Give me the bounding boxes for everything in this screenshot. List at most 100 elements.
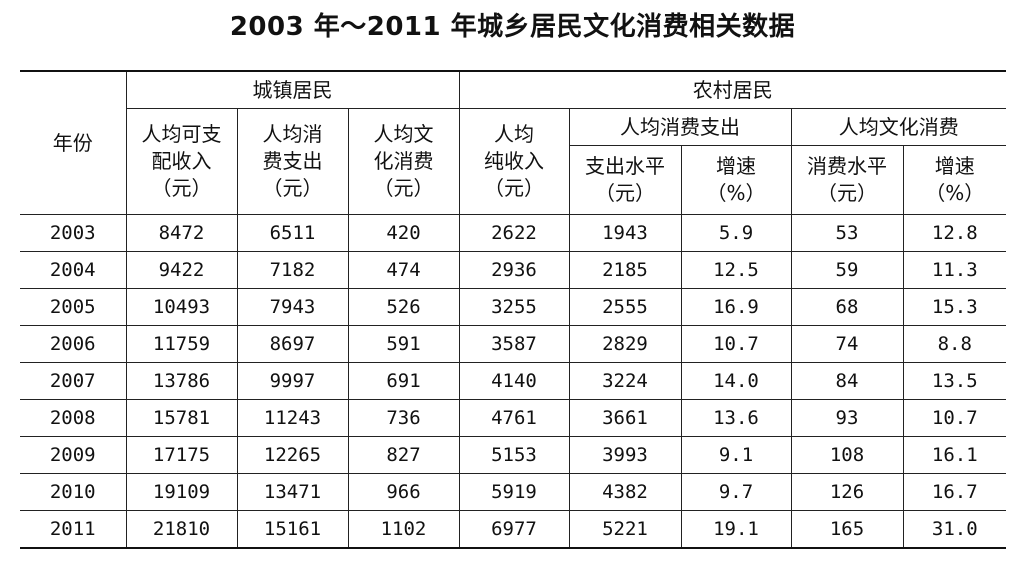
table-cell: 2185 (568, 251, 682, 289)
table-cell: 8.8 (902, 325, 1007, 363)
table-cell: 2555 (568, 288, 682, 326)
table-cell: 691 (347, 362, 460, 400)
header-rural-income: 人均 纯收入 （元） (458, 108, 570, 215)
table-cell: 474 (347, 251, 460, 289)
table-cell: 1943 (568, 214, 682, 252)
header-spend-growth: 增速 （%） (680, 145, 792, 215)
table-cell: 4140 (458, 362, 570, 400)
table-cell: 74 (790, 325, 904, 363)
table-body: 2003 8472 6511 420 2622 1943 5.9 53 12.8 2004 9422… (20, 214, 1007, 549)
table-cell: 7943 (236, 288, 349, 326)
table-cell: 2005 (20, 288, 127, 326)
header-spend-level: 支出水平 （元） (569, 145, 682, 215)
table-cell: 3993 (568, 436, 682, 474)
table-cell: 827 (347, 436, 460, 474)
header-rural: 农村居民 (458, 70, 1007, 109)
table-cell: 11.3 (902, 251, 1007, 289)
table-cell: 8472 (125, 214, 238, 252)
header-culture-level: 消费水平 （元） (790, 145, 904, 215)
data-table: 年份 城镇居民 农村居民 人均可支 配收入 （元） 人均消 费支出 （元） 人均文 化消费… (20, 70, 1007, 549)
table-cell: 420 (347, 214, 460, 252)
table-row: 2003 8472 6511 420 2622 1943 5.9 53 12.8 (20, 214, 1007, 252)
table-row: 2008 15781 11243 736 4761 3661 13.6 93 10.7 (20, 399, 1007, 437)
table-cell: 591 (347, 325, 460, 363)
table-cell: 12.5 (680, 251, 792, 289)
table-cell: 4761 (458, 399, 570, 437)
table-cell: 15161 (236, 510, 349, 549)
table-cell: 93 (790, 399, 904, 437)
table-cell: 2004 (20, 251, 127, 289)
table-cell: 13471 (236, 473, 349, 511)
table-row: 2006 11759 8697 591 3587 2829 10.7 74 8.8 (20, 325, 1007, 363)
table-cell: 10.7 (680, 325, 792, 363)
table-cell: 2008 (20, 399, 127, 437)
table-cell: 68 (790, 288, 904, 326)
table-cell: 53 (790, 214, 904, 252)
table-cell: 165 (790, 510, 904, 549)
header-year: 年份 (20, 70, 127, 215)
table-cell: 9.1 (680, 436, 792, 474)
table-cell: 3661 (568, 399, 682, 437)
header-culture-growth: 增速 （%） (902, 145, 1007, 215)
table-cell: 736 (347, 399, 460, 437)
table-cell: 12.8 (902, 214, 1007, 252)
table-cell: 3255 (458, 288, 570, 326)
table-cell: 2011 (20, 510, 127, 549)
header-row-3: 支出水平 （元） 增速 （%） 消费水平 （元） 增速 （%） (20, 145, 1007, 215)
table-cell: 11243 (236, 399, 349, 437)
table-cell: 15781 (125, 399, 238, 437)
table-cell: 2006 (20, 325, 127, 363)
table-row: 2009 17175 12265 827 5153 3993 9.1 108 16.1 (20, 436, 1007, 474)
table-cell: 13786 (125, 362, 238, 400)
table-cell: 9422 (125, 251, 238, 289)
table-cell: 11759 (125, 325, 238, 363)
table-cell: 84 (790, 362, 904, 400)
table-cell: 3587 (458, 325, 570, 363)
header-urban-income: 人均可支 配收入 （元） (126, 108, 238, 215)
table-cell: 16.9 (680, 288, 792, 326)
table-cell: 8697 (236, 325, 349, 363)
table-cell: 59 (790, 251, 904, 289)
table-cell: 5.9 (680, 214, 792, 252)
header-urban-spend: 人均消 费支出 （元） (236, 108, 349, 215)
table-cell: 6511 (236, 214, 349, 252)
table-cell: 5919 (458, 473, 570, 511)
table-cell: 12265 (236, 436, 349, 474)
table-cell: 15.3 (902, 288, 1007, 326)
table-cell: 3224 (568, 362, 682, 400)
table-cell: 6977 (458, 510, 570, 549)
header-urban: 城镇居民 (125, 70, 460, 109)
table-cell: 9.7 (680, 473, 792, 511)
table-cell: 2003 (20, 214, 127, 252)
table-cell: 16.1 (902, 436, 1007, 474)
table-cell: 14.0 (680, 362, 792, 400)
table-cell: 19.1 (680, 510, 792, 549)
table-cell: 10.7 (902, 399, 1007, 437)
table-row: 2011 21810 15161 1102 6977 5221 19.1 165 31.0 (20, 510, 1007, 549)
table-cell: 31.0 (902, 510, 1007, 549)
header-rural-spend-group: 人均消费支出 (568, 108, 792, 146)
table-row: 2010 19109 13471 966 5919 4382 9.7 126 16.7 (20, 473, 1007, 511)
table-cell: 2007 (20, 362, 127, 400)
table-cell: 4382 (568, 473, 682, 511)
table-cell: 2622 (458, 214, 570, 252)
header-urban-culture: 人均文 化消费 （元） (347, 108, 460, 215)
table-cell: 2936 (458, 251, 570, 289)
table-cell: 19109 (125, 473, 238, 511)
table-cell: 16.7 (902, 473, 1007, 511)
table-cell: 2009 (20, 436, 127, 474)
table-cell: 5221 (568, 510, 682, 549)
table-row: 2007 13786 9997 691 4140 3224 14.0 84 13.5 (20, 362, 1007, 400)
table-cell: 108 (790, 436, 904, 474)
table-cell: 21810 (125, 510, 238, 549)
header-row-2: 人均可支 配收入 （元） 人均消 费支出 （元） 人均文 化消费 （元） 人均 纯收入 （元） … (20, 108, 1007, 215)
table-cell: 10493 (125, 288, 238, 326)
table-cell: 2010 (20, 473, 127, 511)
table-cell: 2829 (568, 325, 682, 363)
table-cell: 7182 (236, 251, 349, 289)
table-cell: 526 (347, 288, 460, 326)
table-cell: 5153 (458, 436, 570, 474)
table-cell: 1102 (347, 510, 460, 549)
table-row: 2004 9422 7182 474 2936 2185 12.5 59 11.3 (20, 251, 1007, 289)
table-cell: 13.5 (902, 362, 1007, 400)
